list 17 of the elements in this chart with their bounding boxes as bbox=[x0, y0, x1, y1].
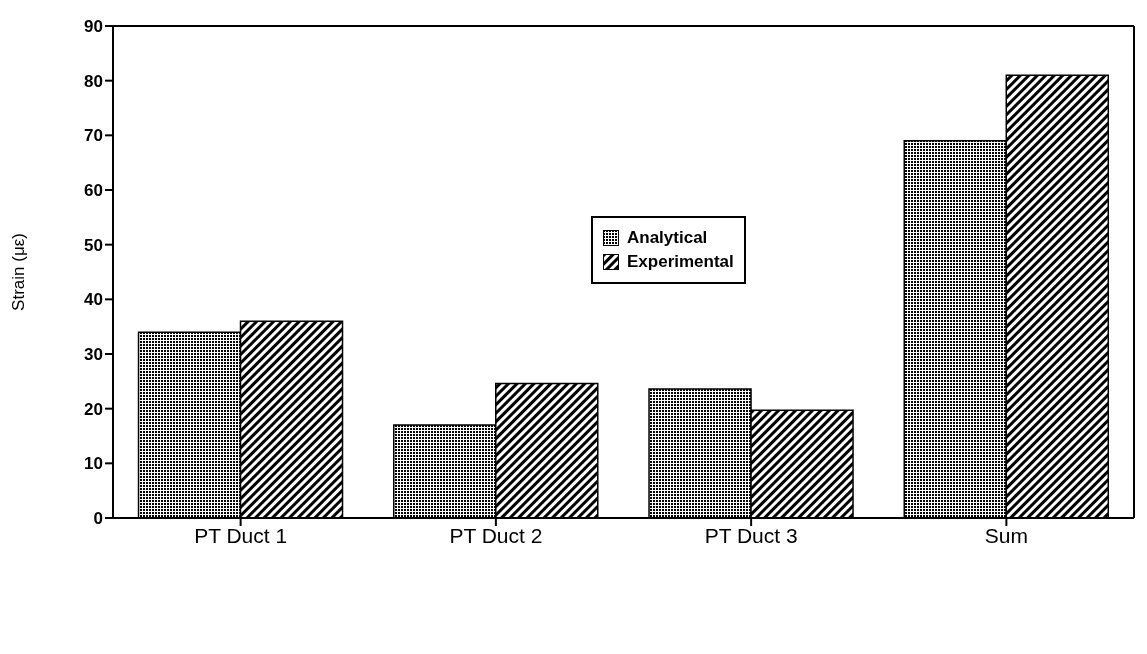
x-tick-label: Sum bbox=[984, 523, 1028, 547]
y-tick-label: 50 bbox=[84, 235, 103, 255]
y-axis-title: Strain (με) bbox=[9, 233, 29, 311]
legend-label: Analytical bbox=[627, 228, 708, 248]
y-tick-label: 90 bbox=[84, 17, 103, 37]
legend-label: Experimental bbox=[627, 252, 734, 272]
y-tick-label: 10 bbox=[84, 454, 103, 474]
x-tick-label: PT Duct 1 bbox=[194, 523, 288, 547]
x-tick-label: PT Duct 3 bbox=[704, 523, 798, 547]
y-tick-label: 0 bbox=[93, 509, 103, 529]
y-tick-label: 70 bbox=[84, 126, 103, 146]
y-tick-label: 60 bbox=[84, 181, 103, 201]
x-tick-label: PT Duct 2 bbox=[449, 523, 543, 547]
y-tick-label: 80 bbox=[84, 71, 103, 91]
y-tick-label: 40 bbox=[84, 290, 103, 310]
y-tick-label: 20 bbox=[84, 399, 103, 419]
y-tick-label: 30 bbox=[84, 345, 103, 365]
